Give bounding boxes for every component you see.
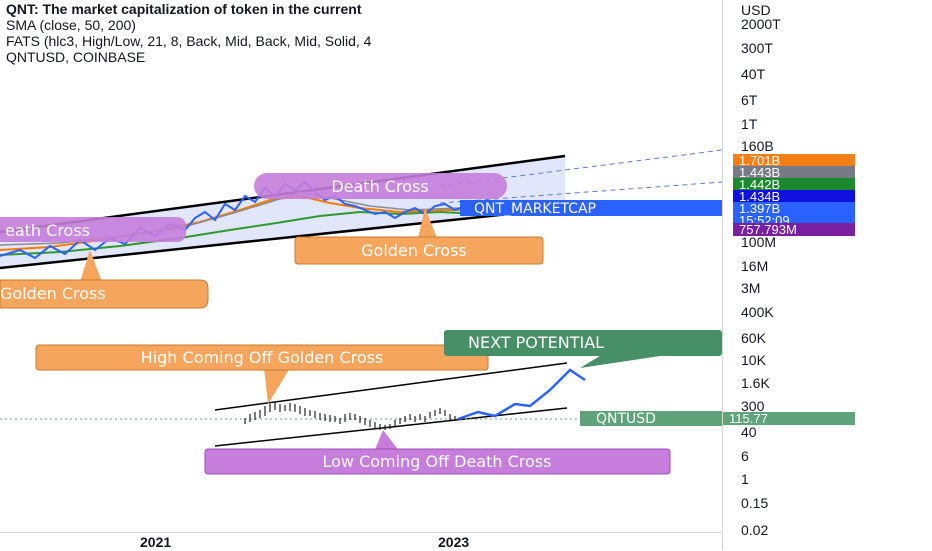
svg-text:Golden Cross: Golden Cross: [361, 241, 467, 260]
price-tag: 1.701B: [733, 154, 855, 167]
qntusd-projection-line: [457, 368, 586, 421]
price-tick: 3M: [741, 280, 761, 296]
svg-text:NEXT POTENTIAL: NEXT POTENTIAL: [468, 333, 604, 352]
legend-symbol: QNTUSD, COINBASE: [6, 49, 146, 65]
price-tick: 6: [741, 448, 749, 464]
svg-text:Golden Cross: Golden Cross: [0, 284, 106, 303]
svg-text:eath Cross: eath Cross: [5, 221, 90, 240]
next-potential-bubble: NEXT POTENTIAL: [444, 330, 722, 368]
time-tick-2021: 2021: [140, 534, 172, 550]
price-tick: 40T: [741, 66, 766, 82]
marketcap-label: QNT_MARKETCAP: [474, 201, 596, 217]
chart-legend: QNT: The market capitalization of token …: [6, 1, 371, 65]
price-tick: 2000T: [741, 16, 781, 32]
svg-text:Death Cross: Death Cross: [331, 177, 428, 196]
channel-mid-extension: [439, 181, 722, 204]
time-axis[interactable]: 2021 2023: [0, 532, 722, 551]
price-tag: 757.793M: [733, 223, 855, 236]
price-tag: 1.397B: [733, 202, 855, 215]
qntusd-label: QNTUSD: [596, 411, 656, 427]
golden-cross-bubble-right: Golden Cross: [294, 208, 544, 265]
price-tick: 16M: [741, 258, 769, 274]
chart-canvas[interactable]: Death Cross eath Cross Golden Cross Gold…: [0, 0, 722, 532]
svg-text:High Coming Off Golden Cross: High Coming Off Golden Cross: [141, 348, 384, 367]
qntusd-channel-bottom: [214, 407, 568, 447]
price-axis-unit: USD: [741, 2, 771, 18]
price-tick: 0.02: [741, 522, 769, 538]
price-tick: 0.15: [741, 495, 769, 511]
price-tick: 400K: [741, 304, 774, 320]
death-cross-bubble-left: eath Cross: [0, 217, 186, 242]
svg-text:Low Coming Off Death Cross: Low Coming Off Death Cross: [323, 452, 552, 471]
price-tick: 160B: [741, 138, 774, 154]
legend-title: QNT: The market capitalization of token …: [6, 1, 362, 17]
price-axis[interactable]: USD 2000T 300T 40T 6T 1T 160B 100M 16M 3M 400K 60K…: [722, 0, 932, 550]
high-coming-off-bubble: High Coming Off Golden Cross: [35, 344, 489, 404]
price-tick: 300: [741, 398, 765, 414]
price-tick: 60K: [741, 330, 766, 346]
legend-fats: FATS (hlc3, High/Low, 21, 8, Back, Mid, …: [6, 33, 372, 49]
time-tick-2023: 2023: [438, 534, 470, 550]
price-tick: 100M: [741, 234, 777, 250]
chart-pane[interactable]: Death Cross eath Cross Golden Cross Gold…: [0, 0, 722, 532]
price-tick: 10K: [741, 352, 766, 368]
golden-cross-bubble-left: Golden Cross: [0, 250, 209, 309]
price-tag: 1.443B: [733, 166, 855, 179]
price-tick: 1: [741, 471, 749, 487]
channel-bottom-line: [0, 206, 566, 270]
death-cross-bubble-top: Death Cross: [254, 173, 507, 199]
price-tick: 1T: [741, 116, 758, 132]
qntusd-label-box: [580, 411, 722, 426]
price-tick: 1.6K: [741, 375, 770, 391]
price-tick: 300T: [741, 40, 773, 56]
sma-200-line: [0, 210, 461, 256]
legend-sma: SMA (close, 50, 200): [6, 17, 136, 33]
qntusd-channel-top: [214, 362, 568, 411]
low-coming-off-bubble: Low Coming Off Death Cross: [204, 430, 671, 475]
marketcap-label-box: [460, 200, 722, 216]
price-tick: 40: [741, 424, 757, 440]
price-tag: 1.434B: [733, 190, 855, 203]
qntusd-candles: [244, 402, 456, 430]
price-tick: 6T: [741, 92, 758, 108]
price-tag: 115.77: [723, 412, 855, 425]
price-tag: 1.442B: [733, 178, 855, 191]
